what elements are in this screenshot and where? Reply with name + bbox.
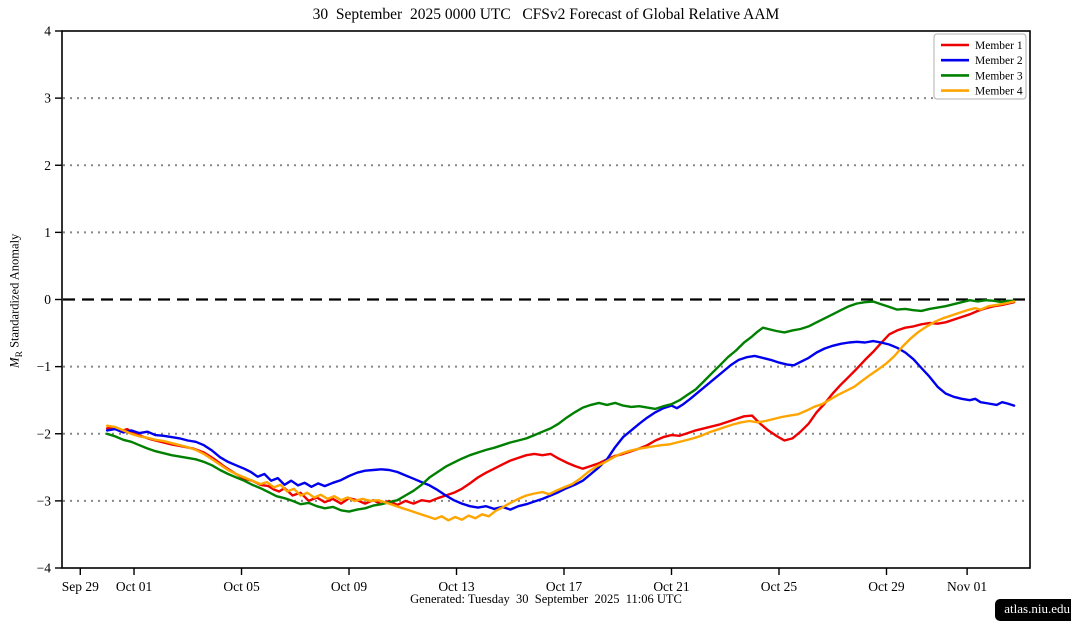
- y-tick-label: −1: [37, 359, 51, 374]
- x-tick-label: Oct 13: [438, 579, 475, 594]
- y-axis-label-text: Standardized Anomaly: [7, 233, 22, 352]
- legend-label-member-2: Member 2: [975, 55, 1023, 67]
- generated-timestamp: Generated: Tuesday 30 September 2025 11:…: [410, 592, 682, 606]
- series-member-4: [105, 300, 1016, 522]
- y-tick-label: 1: [44, 225, 51, 240]
- legend-label-member-1: Member 1: [975, 40, 1023, 52]
- y-axis-label-symbol: M: [7, 357, 22, 368]
- chart-title: 30 September 2025 0000 UTC CFSv2 Forecas…: [312, 6, 780, 23]
- y-tick-label: 4: [44, 24, 51, 39]
- x-tick-label: Oct 01: [116, 579, 152, 594]
- legend-label-member-4: Member 4: [975, 86, 1023, 98]
- y-axis-ticks: 4 3 2 1 0 −1 −2 −3 −4: [37, 24, 62, 576]
- y-axis-label-subscript: R: [14, 351, 25, 358]
- x-tick-label: Sep 29: [62, 579, 99, 594]
- y-tick-label: −3: [37, 493, 52, 508]
- site-badge: atlas.niu.edu: [995, 599, 1071, 621]
- x-axis-ticks: Sep 29 Oct 01 Oct 05 Oct 09 Oct 13 Oct 17 Oct …: [62, 568, 987, 594]
- x-tick-label: Oct 29: [868, 579, 905, 594]
- series-member-3: [105, 299, 1016, 513]
- y-tick-label: 2: [44, 158, 51, 173]
- y-tick-label: −4: [37, 561, 52, 576]
- legend-label-member-3: Member 3: [975, 70, 1023, 82]
- gridlines: [63, 97, 1029, 502]
- legend: Member 1 Member 2 Member 3 Member 4: [933, 33, 1027, 100]
- y-tick-label: −2: [37, 426, 51, 441]
- x-tick-label: Oct 25: [761, 579, 798, 594]
- x-tick-label: Oct 05: [223, 579, 260, 594]
- legend-box: [933, 33, 1027, 100]
- x-tick-label: Oct 09: [331, 579, 368, 594]
- y-tick-label: 0: [44, 292, 51, 307]
- x-tick-label: Nov 01: [947, 579, 987, 594]
- y-tick-label: 3: [44, 91, 51, 106]
- y-axis-label: MR Standardized Anomaly: [7, 173, 25, 429]
- x-tick-label: Oct 17: [546, 579, 583, 594]
- series-member-2: [105, 339, 1016, 511]
- x-tick-label: Oct 21: [653, 579, 689, 594]
- series-member-1: [105, 301, 1016, 507]
